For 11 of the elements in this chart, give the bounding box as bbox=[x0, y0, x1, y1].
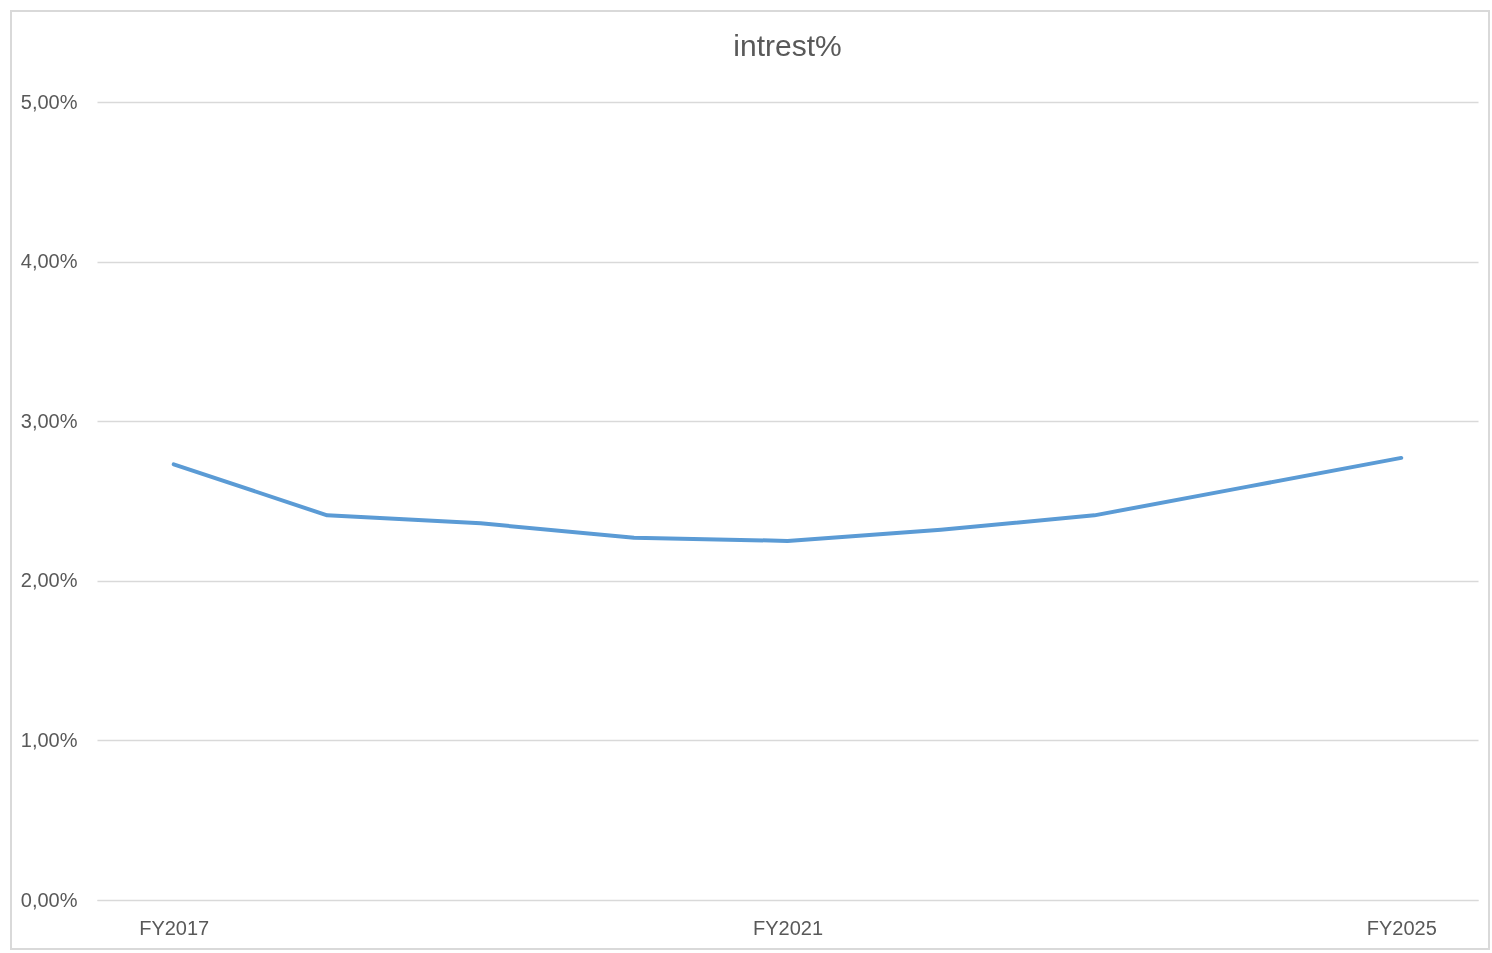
y-tick-label: 3,00% bbox=[20, 409, 78, 432]
y-tick-label: 2,00% bbox=[20, 569, 78, 592]
y-tick-label: 4,00% bbox=[20, 250, 78, 273]
x-tick-label: FY2021 bbox=[752, 916, 824, 939]
y-tick-label: 0,00% bbox=[20, 888, 78, 911]
chart-title: intrest% bbox=[733, 29, 842, 62]
x-tick-label: FY2017 bbox=[139, 916, 210, 939]
y-tick-label: 1,00% bbox=[20, 728, 78, 751]
y-tick-label: 5,00% bbox=[20, 90, 78, 113]
x-tick-label: FY2025 bbox=[1366, 916, 1437, 939]
line-series bbox=[171, 455, 1404, 543]
